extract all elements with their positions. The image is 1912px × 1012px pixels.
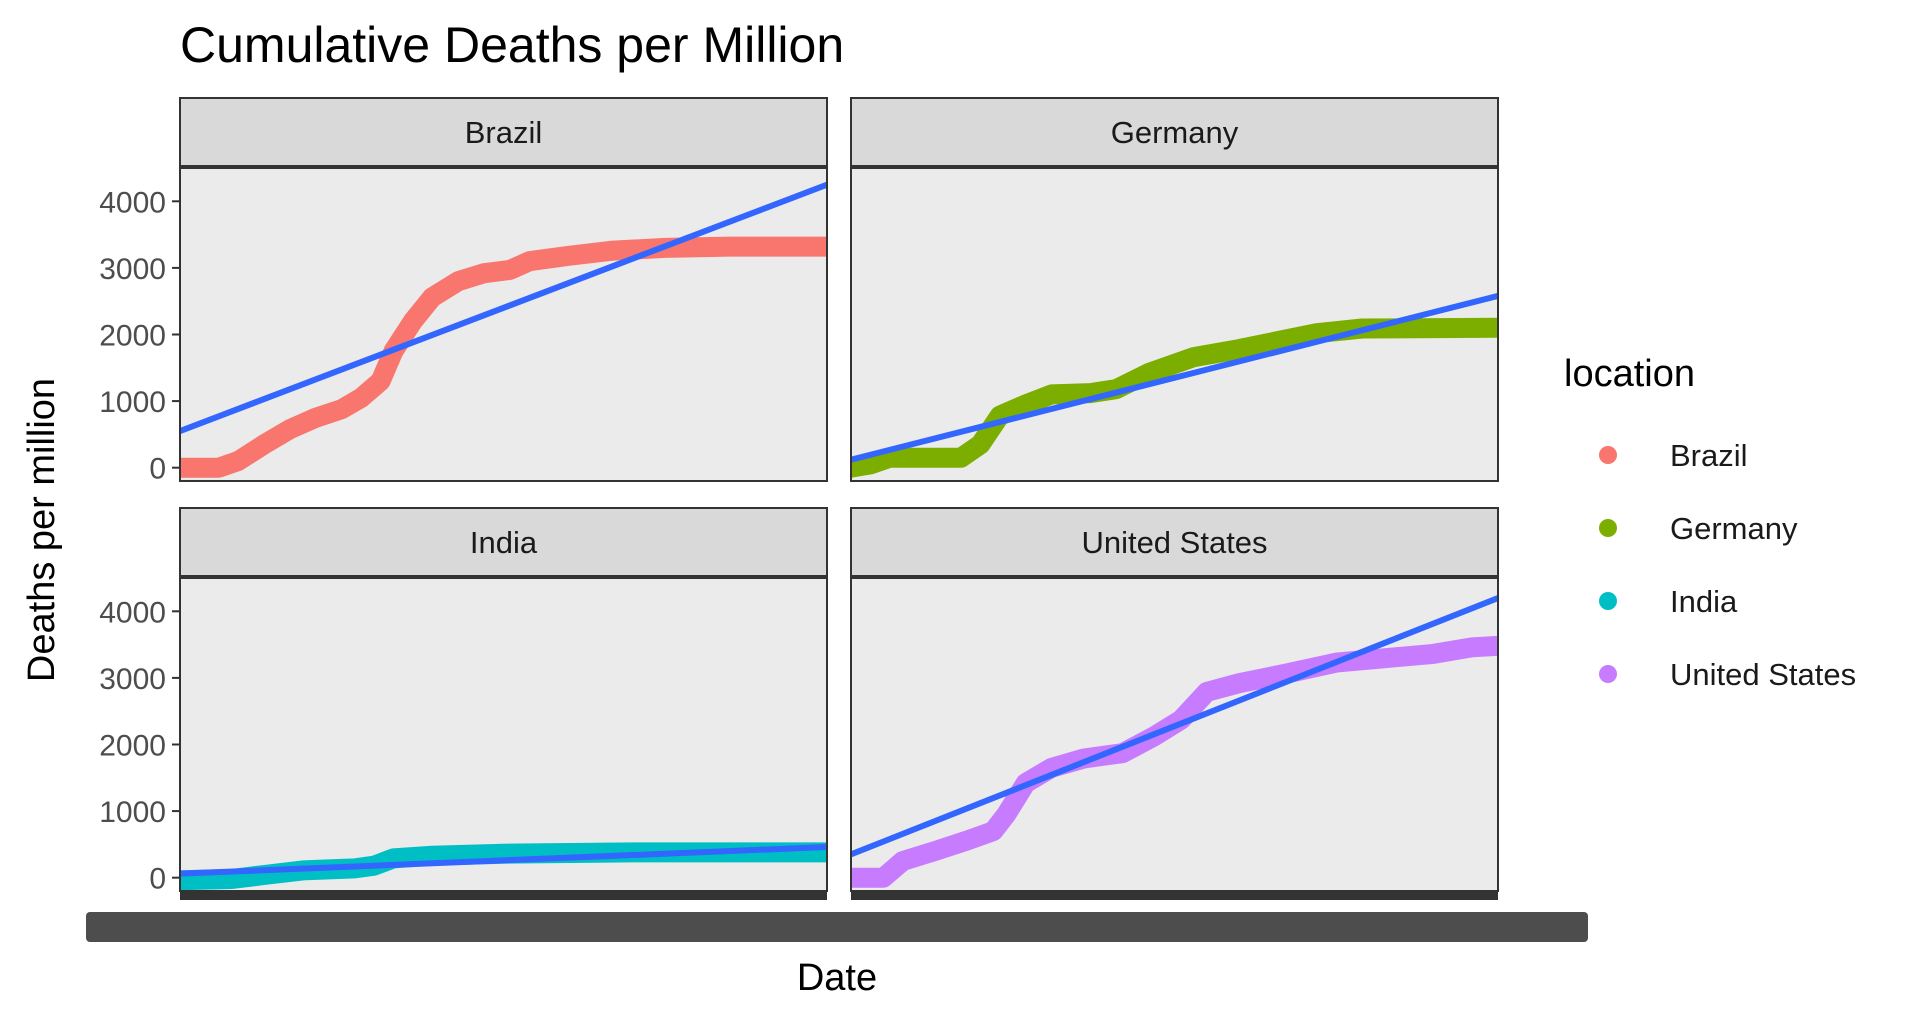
y-axis-title: Deaths per million [21, 378, 63, 682]
strip-united-states [850, 507, 1499, 577]
plot-area-germany [851, 292, 1498, 478]
strip-label-brazil: Brazil [465, 115, 543, 150]
strip-germany [850, 97, 1499, 167]
legend-key-germany [1599, 519, 1617, 537]
plot-area-brazil [180, 181, 827, 478]
y-tick-label: 1000 [99, 386, 166, 419]
legend-label-brazil: Brazil [1670, 438, 1748, 473]
x-tick-marks-india [180, 891, 827, 900]
legend-label-germany: Germany [1670, 511, 1798, 546]
panel-border-germany [850, 167, 1499, 482]
y-tick-label: 0 [149, 863, 166, 896]
y-tick-label: 2000 [99, 729, 166, 762]
series-line-brazil [180, 236, 827, 478]
legend-key-united-states [1599, 665, 1617, 683]
y-tick-label: 3000 [99, 663, 166, 696]
legend-title: location [1564, 353, 1695, 395]
strip-label-united-states: United States [1081, 525, 1267, 560]
y-tick-label: 0 [149, 453, 166, 486]
chart-title: Cumulative Deaths per Million [180, 17, 844, 73]
strip-label-india: India [470, 525, 538, 560]
legend: location Brazil Germany India United States [1564, 353, 1856, 692]
series-line-united-states [851, 635, 1498, 888]
y-tick-label: 2000 [99, 319, 166, 352]
y-tick-label: 4000 [99, 596, 166, 629]
plot-area-india [180, 842, 827, 891]
strip-india [179, 507, 828, 577]
strip-brazil [179, 97, 828, 167]
panel-germany: Germany [850, 97, 1499, 482]
trend-line-united-states [851, 595, 1498, 858]
plot-area-united-states [851, 595, 1498, 888]
y-tick-label: 3000 [99, 253, 166, 286]
plot-background-india [180, 578, 827, 891]
legend-label-india: India [1670, 584, 1738, 619]
facet-panels: Brazil 0 1000 2000 3000 4000 Germany India 0 1000… [86, 97, 1588, 942]
strip-label-germany: Germany [1111, 115, 1239, 150]
x-tick-labels-overplotted [86, 912, 1588, 942]
legend-key-india [1599, 592, 1617, 610]
panel-united-states: United States [850, 507, 1499, 900]
legend-key-brazil [1599, 446, 1617, 464]
trend-line-germany [851, 292, 1498, 463]
trend-line-india [180, 844, 827, 877]
x-axis-title: Date [797, 957, 877, 999]
legend-label-united-states: United States [1670, 657, 1856, 692]
panel-brazil: Brazil 0 1000 2000 3000 4000 [99, 97, 828, 486]
series-line-germany [851, 317, 1498, 478]
y-tick-label: 1000 [99, 796, 166, 829]
trend-line-brazil [180, 181, 827, 434]
panel-border-brazil [179, 167, 828, 482]
y-tick-label: 4000 [99, 186, 166, 219]
x-tick-marks-united-states [851, 891, 1498, 900]
panel-india: India 0 1000 2000 3000 4000 [99, 507, 828, 900]
